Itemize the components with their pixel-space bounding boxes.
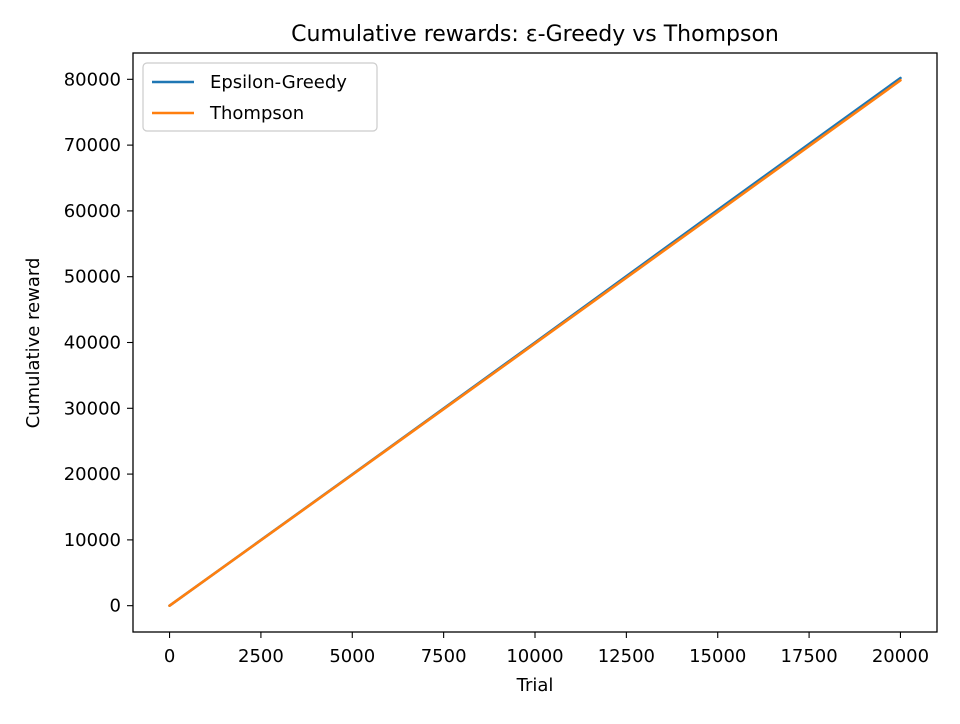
plot-area-frame [132,52,938,633]
y-tick-label: 60000 [64,201,121,222]
y-tick-label: 20000 [64,464,121,485]
series-lines [168,76,902,607]
y-tick-label: 10000 [64,530,121,551]
y-tick-label: 50000 [64,267,121,288]
y-tick-label: 70000 [64,135,121,156]
x-tick-label: 15000 [689,646,746,667]
y-tick-label: 30000 [64,398,121,419]
x-tick-label: 17500 [780,646,837,667]
legend-box [142,62,378,132]
legend-label-epsilon-greedy: Epsilon-Greedy [210,72,347,93]
x-tick-label: 5000 [329,646,375,667]
y-tick-label: 40000 [64,333,121,354]
legend-label-thompson: Thompson [209,103,304,124]
legend: Epsilon-Greedy Thompson [142,62,378,132]
y-axis-label: Cumulative reward [23,258,44,429]
x-tick-label: 7500 [421,646,467,667]
y-tick-label: 80000 [64,69,121,90]
chart-title: Cumulative rewards: ε-Greedy vs Thompson [291,22,779,47]
series-line-thompson [168,79,902,607]
x-tick-label: 10000 [506,646,563,667]
y-tick-label: 0 [110,596,121,617]
x-tick-label: 2500 [238,646,284,667]
x-axis-label: Trial [516,675,554,696]
x-tick-label: 12500 [598,646,655,667]
x-tick-label: 0 [164,646,175,667]
x-tick-label: 20000 [872,646,929,667]
axis-ticks: 0 2500 5000 7500 10000 12500 15000 17500 20000 0 1… [64,69,929,667]
